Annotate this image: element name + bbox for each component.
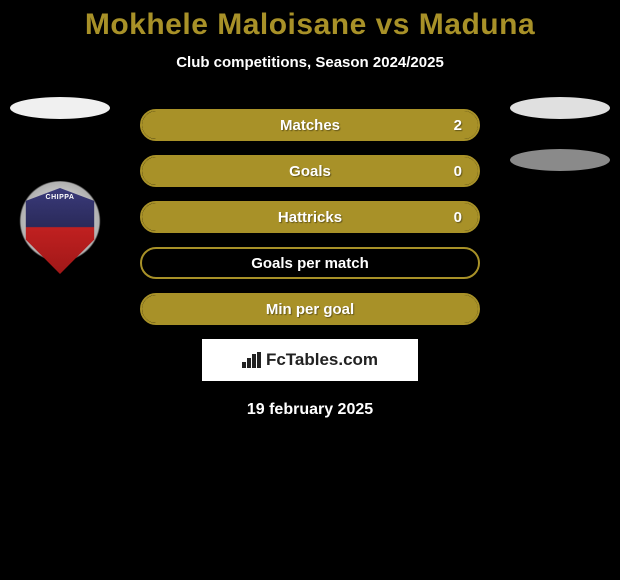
stat-rows: Matches 2 Goals 0 Hattricks 0 Goals per … xyxy=(140,109,480,325)
page-title: Mokhele Maloisane vs Maduna xyxy=(0,8,620,42)
avatar-placeholder-icon xyxy=(10,97,110,119)
stat-value: 0 xyxy=(454,203,462,231)
stat-row-goals-per-match: Goals per match xyxy=(140,247,480,279)
stat-label: Hattricks xyxy=(142,203,478,231)
date-label: 19 february 2025 xyxy=(0,401,620,419)
stat-label: Min per goal xyxy=(142,295,478,323)
subtitle: Club competitions, Season 2024/2025 xyxy=(0,54,620,71)
stat-row-matches: Matches 2 xyxy=(140,109,480,141)
branding-badge: FcTables.com xyxy=(202,339,418,381)
stat-value: 0 xyxy=(454,157,462,185)
stat-row-min-per-goal: Min per goal xyxy=(140,293,480,325)
branding-text: FcTables.com xyxy=(266,350,378,370)
stat-label: Goals per match xyxy=(142,249,478,277)
club-badge-left: CHIPPA xyxy=(10,181,110,281)
stat-row-hattricks: Hattricks 0 xyxy=(140,201,480,233)
stats-wrapper: CHIPPA Matches 2 Goals 0 Hattricks 0 xyxy=(0,109,620,419)
bar-chart-icon xyxy=(242,352,262,368)
stat-label: Goals xyxy=(142,157,478,185)
club-badge-placeholder-icon xyxy=(510,149,610,171)
comparison-card: Mokhele Maloisane vs Maduna Club competi… xyxy=(0,0,620,419)
stat-value: 2 xyxy=(454,111,462,139)
avatar-placeholder-icon xyxy=(510,97,610,119)
club-badge-text: CHIPPA xyxy=(22,194,98,201)
stat-row-goals: Goals 0 xyxy=(140,155,480,187)
stat-label: Matches xyxy=(142,111,478,139)
player-avatar-right xyxy=(510,97,610,197)
